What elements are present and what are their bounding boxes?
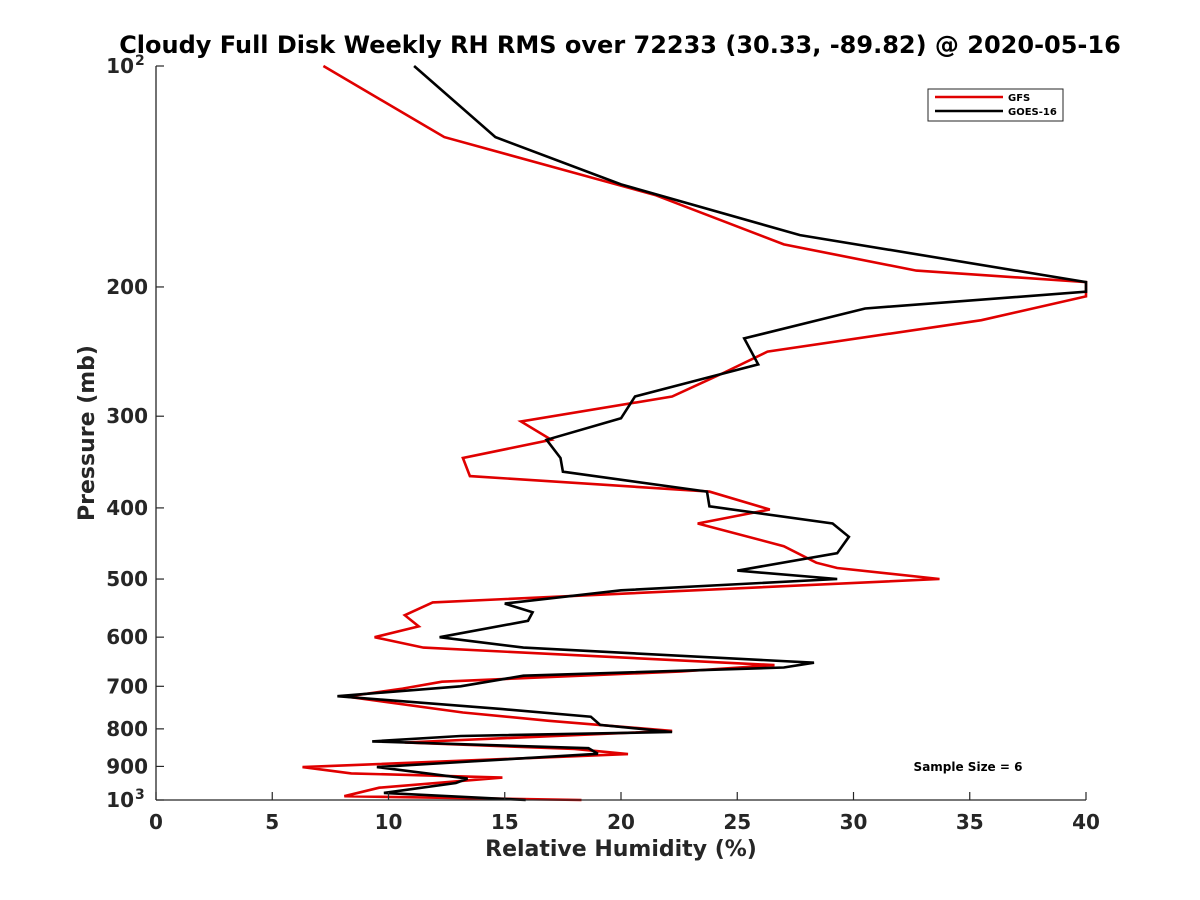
x-tick-label: 5 bbox=[265, 810, 279, 834]
y-tick-label: 10 bbox=[106, 54, 134, 78]
y-tick-label: 700 bbox=[106, 674, 148, 698]
plot-background bbox=[156, 66, 1086, 800]
y-tick-label: 800 bbox=[106, 717, 148, 741]
legend-label-goes16: GOES-16 bbox=[1008, 107, 1057, 118]
series-line-goes16 bbox=[337, 65, 1088, 802]
y-tick-label: 600 bbox=[106, 625, 148, 649]
y-axis-label: Pressure (mb) bbox=[75, 345, 100, 521]
legend: GFS GOES-16 bbox=[927, 88, 1064, 122]
y-tick-label: 500 bbox=[106, 567, 148, 591]
y-tick-label: 400 bbox=[106, 496, 148, 520]
sample-size-annotation: Sample Size = 6 bbox=[914, 760, 1023, 774]
y-tick-label: 10 bbox=[106, 788, 134, 812]
y-tick-base: 10 bbox=[106, 788, 134, 812]
legend-box bbox=[927, 88, 1064, 122]
plot-area: 0 5 10 15 20 25 30 35 40 10 220030040050060070080… bbox=[106, 53, 1100, 834]
y-tick-base: 10 bbox=[106, 54, 134, 78]
chart-title: Cloudy Full Disk Weekly RH RMS over 7223… bbox=[119, 31, 1121, 59]
y-tick-label: 300 bbox=[106, 404, 148, 428]
x-tick-label: 30 bbox=[840, 810, 868, 834]
x-tick-label: 15 bbox=[491, 810, 519, 834]
series-layer bbox=[302, 64, 1088, 802]
x-tick-label: 35 bbox=[956, 810, 984, 834]
x-tick-label: 0 bbox=[149, 810, 163, 834]
x-tick-label: 40 bbox=[1072, 810, 1100, 834]
x-tick-label: 10 bbox=[375, 810, 403, 834]
y-tick-exponent: 3 bbox=[135, 787, 145, 803]
y-tick-label: 200 bbox=[106, 275, 148, 299]
y-tick-label: 900 bbox=[106, 754, 148, 778]
x-tick-label: 25 bbox=[723, 810, 751, 834]
x-axis-label: Relative Humidity (%) bbox=[485, 837, 757, 862]
legend-label-gfs: GFS bbox=[1008, 93, 1030, 104]
y-tick-exponent: 2 bbox=[135, 53, 145, 69]
x-ticks: 0 5 10 15 20 25 30 35 40 bbox=[149, 792, 1100, 834]
x-tick-label: 20 bbox=[607, 810, 635, 834]
